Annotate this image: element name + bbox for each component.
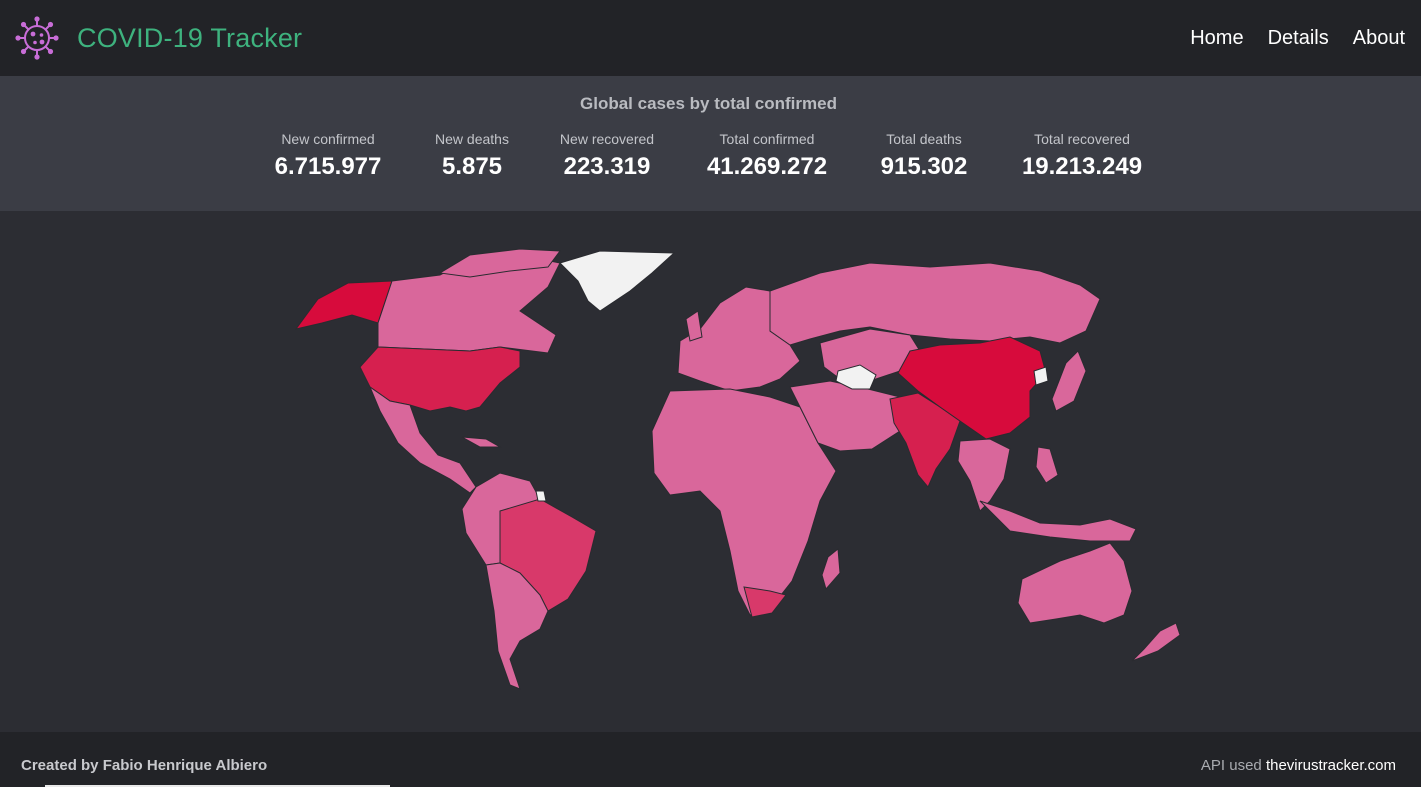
country-indonesia[interactable] [979, 500, 1137, 542]
navbar: COVID-19 Tracker Home Details About [0, 0, 1421, 76]
country-southeast-asia[interactable] [957, 438, 1011, 512]
stat-new-recovered: New recovered 223.319 [560, 131, 654, 181]
stats-heading: Global cases by total confirmed [580, 94, 837, 113]
nav-home[interactable]: Home [1190, 26, 1244, 49]
country-japan[interactable] [1051, 350, 1087, 412]
stat-total-confirmed: Total confirmed 41.269.272 [707, 131, 827, 181]
footer-api: API used thevirustracker.com [1201, 757, 1396, 774]
stat-total-recovered: Total recovered 19.213.249 [1022, 131, 1142, 181]
stat-total-deaths: Total deaths 915.302 [881, 131, 968, 181]
stat-label: New deaths [435, 131, 509, 147]
stat-value: 223.319 [563, 153, 651, 180]
stat-value: 6.715.977 [274, 153, 382, 180]
stat-label: Total recovered [1034, 131, 1130, 147]
country-new-zealand[interactable] [1131, 622, 1181, 662]
country-french-guiana[interactable] [535, 490, 547, 502]
stat-label: Total deaths [886, 131, 962, 147]
stat-value: 41.269.272 [706, 153, 828, 180]
api-link[interactable]: thevirustracker.com [1265, 757, 1396, 774]
country-caribbean[interactable] [461, 436, 502, 448]
country-canada-islands[interactable] [438, 248, 561, 278]
stat-label: New confirmed [281, 131, 375, 147]
world-map [0, 211, 1421, 732]
virus-icon [15, 16, 59, 60]
country-china[interactable] [897, 336, 1047, 440]
stat-value: 5.875 [441, 153, 503, 180]
api-label: API used [1200, 757, 1266, 774]
country-turkmenistan[interactable] [835, 364, 877, 390]
country-brazil[interactable] [499, 498, 597, 612]
country-madagascar[interactable] [821, 548, 841, 591]
stat-label: Total confirmed [719, 131, 815, 147]
country-philippines[interactable] [1035, 446, 1059, 484]
global-stats-panel: Global cases by total confirmed New conf… [0, 76, 1421, 211]
world-map-svg [294, 248, 1181, 690]
country-russia[interactable] [769, 262, 1101, 346]
country-uk[interactable] [685, 310, 703, 342]
brand-title[interactable]: COVID-19 Tracker [77, 22, 303, 53]
country-india[interactable] [889, 392, 961, 488]
country-greenland[interactable] [559, 250, 676, 312]
country-south-africa[interactable] [743, 586, 787, 618]
nav-menu: Home Details About [1166, 0, 1405, 76]
stat-new-confirmed: New confirmed 6.715.977 [275, 131, 382, 181]
nav-about[interactable]: About [1352, 26, 1405, 49]
nav-details[interactable]: Details [1267, 26, 1329, 49]
country-north-korea[interactable] [1033, 366, 1049, 386]
country-alaska[interactable] [294, 280, 393, 330]
brand[interactable]: COVID-19 Tracker [14, 15, 302, 61]
stat-value: 19.213.249 [1021, 153, 1143, 180]
footer-credit: Created by Fabio Henrique Albiero [21, 757, 268, 774]
footer-scrollbar [45, 785, 390, 787]
country-southern-cone[interactable] [485, 562, 549, 690]
footer: Created by Fabio Henrique Albiero API us… [0, 732, 1421, 787]
stat-label: New recovered [559, 131, 655, 147]
stat-new-deaths: New deaths 5.875 [435, 131, 509, 181]
country-australia[interactable] [1017, 542, 1133, 624]
stat-value: 915.302 [880, 153, 968, 180]
